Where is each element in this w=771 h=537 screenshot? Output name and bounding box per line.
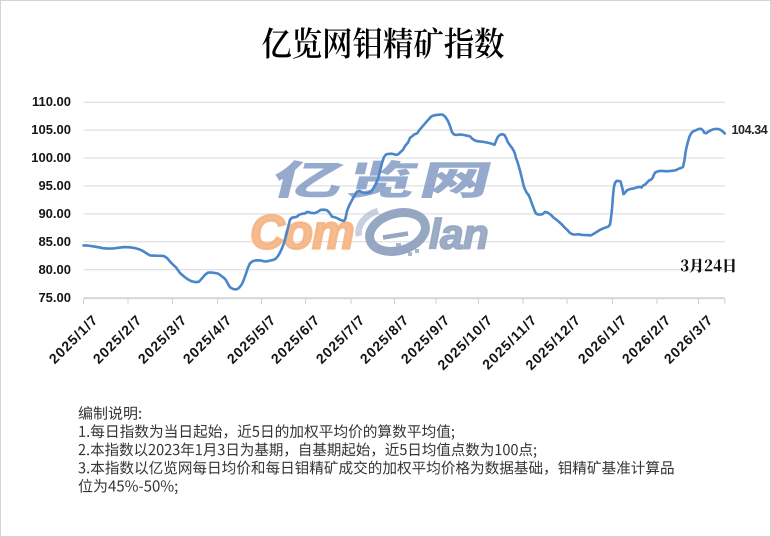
svg-text:lan: lan bbox=[429, 211, 488, 258]
svg-text:Com: Com bbox=[250, 207, 354, 260]
